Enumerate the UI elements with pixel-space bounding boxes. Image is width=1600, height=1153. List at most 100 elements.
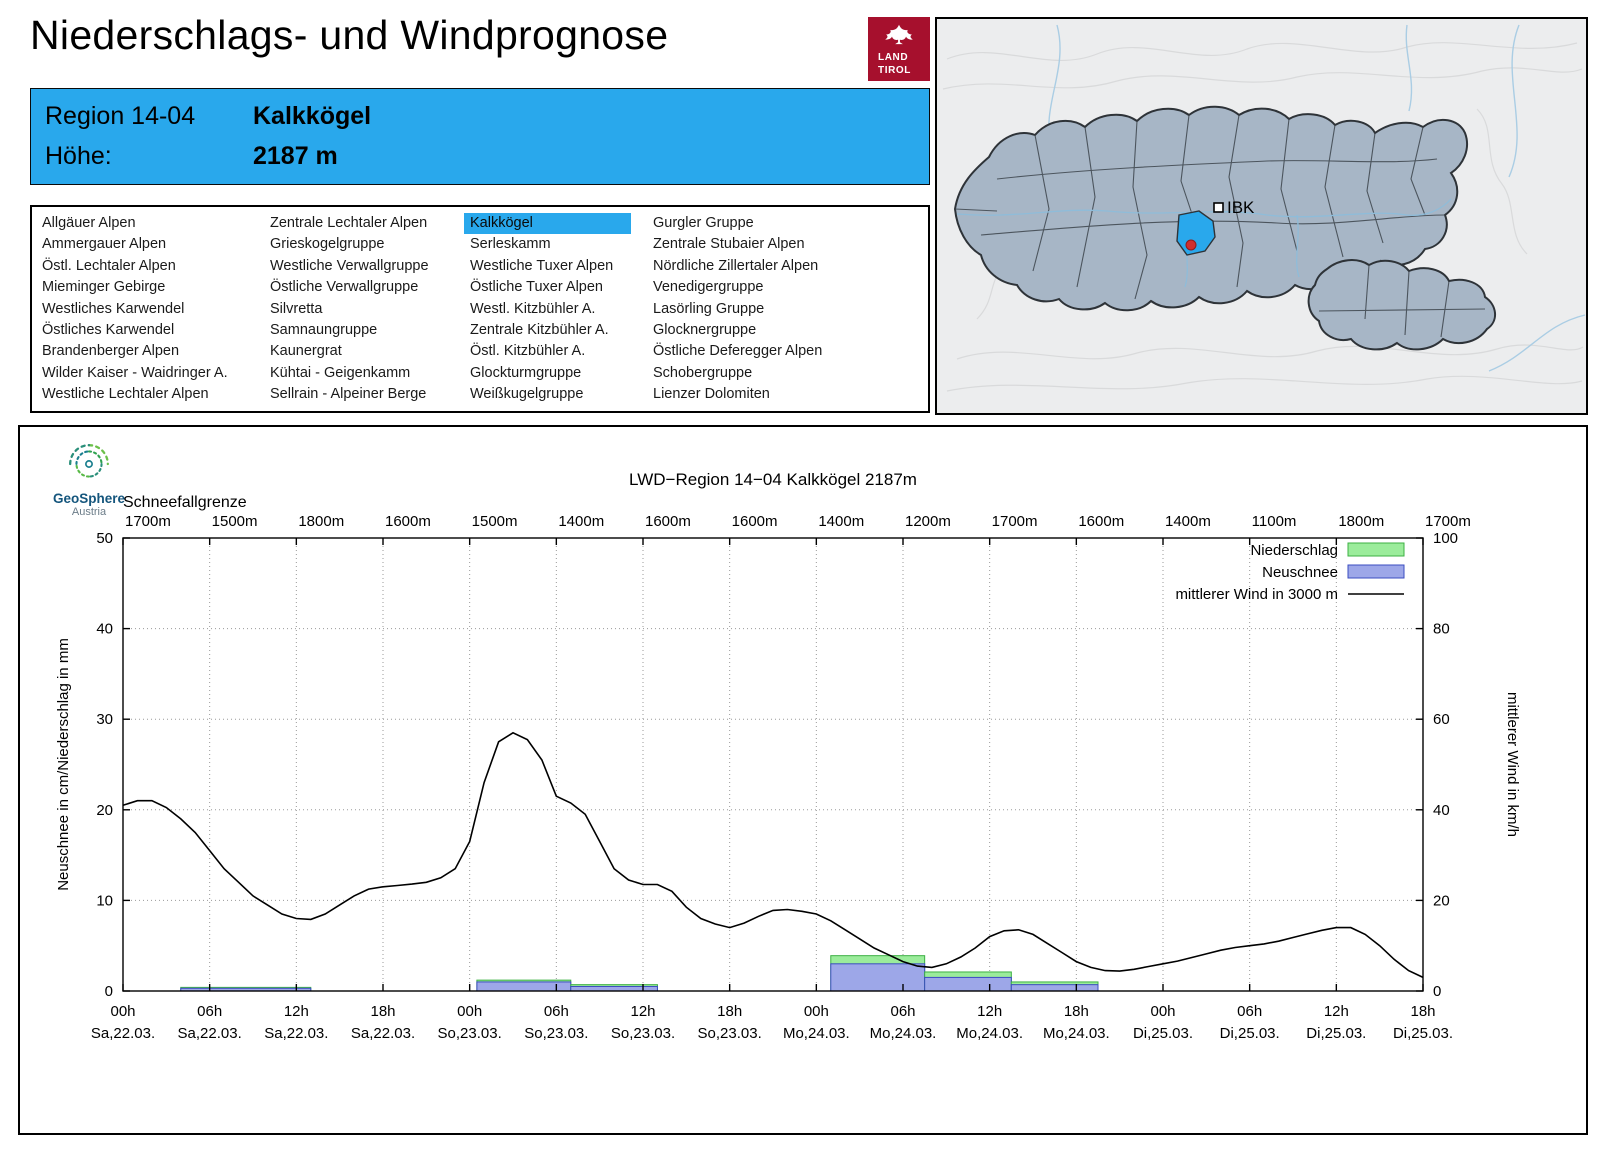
region-item[interactable]: Wilder Kaiser - Waidringer A. bbox=[42, 364, 228, 381]
snowline-value: 1200m bbox=[905, 513, 951, 530]
page-title: Niederschlags- und Windprognose bbox=[30, 12, 669, 58]
region-item[interactable]: Kaunergrat bbox=[270, 343, 342, 360]
region-column: Allgäuer Alpen Ammergauer Alpen Östl. Lech… bbox=[36, 213, 264, 411]
geosphere-name: GeoSphere bbox=[52, 491, 126, 506]
xtick-day: Sa,22.03. bbox=[178, 1025, 242, 1042]
legend-label: Neuschnee bbox=[1262, 564, 1338, 581]
region-item[interactable]: Östliche Deferegger Alpen bbox=[653, 343, 823, 360]
region-item[interactable]: Mieminger Gebirge bbox=[42, 279, 166, 296]
forecast-chart-panel: GeoSphere Austria 0 10 20 30 40 50 0 20 40 60 80 10… bbox=[18, 425, 1588, 1135]
region-item[interactable]: Östliche Tuxer Alpen bbox=[470, 279, 603, 296]
neuschnee-bar bbox=[1010, 984, 1099, 992]
xtick-day: So,23.03. bbox=[524, 1025, 588, 1042]
ytick-right: 100 bbox=[1433, 530, 1458, 547]
xtick-day: Di,25.03. bbox=[1393, 1025, 1453, 1042]
region-item[interactable]: Östliches Karwendel bbox=[42, 322, 175, 339]
region-item[interactable]: Westliche Tuxer Alpen bbox=[470, 257, 614, 274]
region-item[interactable]: Sellrain - Alpeiner Berge bbox=[270, 386, 427, 403]
ylabel-right: mittlerer Wind in km/h bbox=[1504, 692, 1521, 837]
xtick-day: Mo,24.03. bbox=[870, 1025, 937, 1042]
tirol-map[interactable]: IBK bbox=[935, 17, 1588, 415]
xtick-hour: 12h bbox=[1324, 1003, 1349, 1020]
xtick-day: So,23.03. bbox=[698, 1025, 762, 1042]
region-item[interactable]: Zentrale Stubaier Alpen bbox=[653, 236, 805, 253]
region-item[interactable]: Zentrale Kitzbühler A. bbox=[470, 322, 609, 339]
region-item[interactable]: Östliche Verwallgruppe bbox=[270, 279, 419, 296]
xtick-hour: 00h bbox=[457, 1003, 482, 1020]
region-item-selected[interactable]: Kalkkögel bbox=[464, 213, 631, 235]
region-item[interactable]: Gurgler Gruppe bbox=[653, 215, 754, 231]
region-item[interactable]: Glockturmgruppe bbox=[470, 364, 582, 381]
ytick-right: 20 bbox=[1433, 892, 1450, 909]
region-item[interactable]: Lasörling Gruppe bbox=[653, 300, 765, 317]
ibk-marker bbox=[1213, 202, 1224, 213]
region-item[interactable]: Silvretta bbox=[270, 300, 323, 317]
region-item[interactable]: Brandenberger Alpen bbox=[42, 343, 180, 360]
region-item[interactable]: Nördliche Zillertaler Alpen bbox=[653, 257, 819, 274]
region-name: Kalkkögel bbox=[253, 102, 372, 130]
region-item[interactable]: Ammergauer Alpen bbox=[42, 236, 167, 253]
xtick-hour: 12h bbox=[284, 1003, 309, 1020]
xtick-day: Sa,22.03. bbox=[91, 1025, 155, 1042]
ytick-left: 10 bbox=[96, 892, 113, 909]
xtick-day: Sa,22.03. bbox=[351, 1025, 415, 1042]
region-item[interactable]: Kühtai - Geigenkamm bbox=[270, 364, 411, 381]
chart-title: LWD−Region 14−04 Kalkkögel 2187m bbox=[629, 470, 917, 489]
xtick-day: Di,25.03. bbox=[1306, 1025, 1366, 1042]
xtick-hour: 12h bbox=[630, 1003, 655, 1020]
region-label: Region 14-04 bbox=[45, 102, 196, 130]
legend-swatch bbox=[1347, 564, 1405, 579]
wind-line bbox=[122, 731, 1424, 979]
region-list: Allgäuer Alpen Ammergauer Alpen Östl. Lech… bbox=[30, 205, 930, 413]
xtick-day: Mo,24.03. bbox=[783, 1025, 850, 1042]
snowline-value: 1700m bbox=[1425, 513, 1471, 530]
region-item[interactable]: Westliches Karwendel bbox=[42, 300, 185, 317]
xtick-hour: 00h bbox=[1150, 1003, 1175, 1020]
snowline-value: 1500m bbox=[472, 513, 518, 530]
ylabel-left: Neuschnee in cm/Niederschlag in mm bbox=[55, 638, 72, 891]
axis-ticks bbox=[122, 537, 1424, 992]
region-item[interactable]: Allgäuer Alpen bbox=[42, 215, 136, 231]
xtick-hour: 18h bbox=[717, 1003, 742, 1020]
region-item[interactable]: Weißkugelgruppe bbox=[470, 386, 584, 403]
region-item[interactable]: Schobergruppe bbox=[653, 364, 753, 381]
tirol-eagle-icon bbox=[880, 22, 918, 51]
region-item[interactable]: Westl. Kitzbühler A. bbox=[470, 300, 596, 317]
snowline-value: 1700m bbox=[992, 513, 1038, 530]
region-item[interactable]: Östl. Lechtaler Alpen bbox=[42, 257, 176, 274]
xtick-hour: 18h bbox=[1064, 1003, 1089, 1020]
chart-grid bbox=[123, 538, 1423, 991]
region-item[interactable]: Grieskogelgruppe bbox=[270, 236, 385, 253]
region-item[interactable]: Serleskamm bbox=[470, 236, 551, 253]
region-item[interactable]: Östl. Kitzbühler A. bbox=[470, 343, 586, 360]
xtick-hour: 06h bbox=[544, 1003, 569, 1020]
ytick-right: 40 bbox=[1433, 802, 1450, 819]
region-item[interactable]: Lienzer Dolomiten bbox=[653, 386, 770, 403]
forecast-chart: 0 10 20 30 40 50 0 20 40 60 80 100 00h Sa,22.03. 06h Sa… bbox=[55, 470, 1521, 1042]
chart-legend: Niederschlag Neuschnee mittlerer Wind in 3… bbox=[1175, 542, 1405, 603]
legend-swatch bbox=[1347, 542, 1405, 557]
xtick-hour: 06h bbox=[1237, 1003, 1262, 1020]
region-item[interactable]: Westliche Lechtaler Alpen bbox=[42, 386, 209, 403]
snowline-value: 1600m bbox=[732, 513, 778, 530]
snowline-value: 1400m bbox=[558, 513, 604, 530]
xtick-hour: 00h bbox=[110, 1003, 135, 1020]
region-item[interactable]: Zentrale Lechtaler Alpen bbox=[270, 215, 428, 231]
legend-label: mittlerer Wind in 3000 m bbox=[1175, 586, 1338, 603]
altitude-label: Höhe: bbox=[45, 142, 112, 170]
xtick-day: So,23.03. bbox=[438, 1025, 502, 1042]
region-item[interactable]: Venedigergruppe bbox=[653, 279, 764, 296]
xtick-hour: 18h bbox=[1410, 1003, 1435, 1020]
snowline-label: Schneefallgrenze bbox=[123, 494, 247, 511]
region-item[interactable]: Glocknergruppe bbox=[653, 322, 757, 339]
snowline-value: 1500m bbox=[212, 513, 258, 530]
legend-label: Niederschlag bbox=[1250, 542, 1338, 559]
altitude-value: 2187 m bbox=[253, 142, 338, 170]
region-item[interactable]: Westliche Verwallgruppe bbox=[270, 257, 429, 274]
logo-text-land: LAND bbox=[878, 52, 909, 63]
region-item[interactable]: Samnaungruppe bbox=[270, 322, 378, 339]
geosphere-logo: GeoSphere Austria bbox=[44, 443, 134, 518]
xtick-day: So,23.03. bbox=[611, 1025, 675, 1042]
ytick-right: 80 bbox=[1433, 621, 1450, 638]
snowline-value: 1400m bbox=[1165, 513, 1211, 530]
